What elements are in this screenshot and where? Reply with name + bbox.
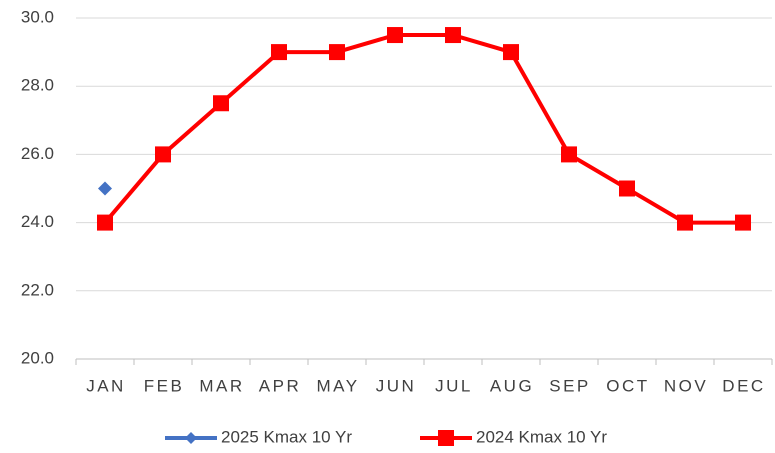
y-tick-label: 28.0 — [21, 76, 54, 95]
y-tick-label: 30.0 — [21, 7, 54, 26]
x-tick-label: NOV — [664, 376, 708, 395]
x-tick-label: SEP — [549, 376, 591, 395]
marker — [97, 214, 113, 231]
legend-label: 2025 Kmax 10 Yr — [221, 427, 352, 446]
legend-label: 2024 Kmax 10 Yr — [476, 427, 607, 446]
marker — [213, 95, 229, 112]
x-tick-label: MAR — [199, 376, 244, 395]
marker — [735, 214, 751, 231]
x-tick-label: OCT — [606, 376, 649, 395]
marker — [98, 181, 112, 196]
marker — [619, 180, 635, 197]
marker — [503, 44, 519, 61]
x-tick-label: DEC — [722, 376, 765, 395]
x-tick-label: JUL — [435, 376, 473, 395]
legend-marker — [185, 432, 197, 444]
series-line — [103, 33, 743, 225]
marker — [445, 27, 461, 44]
marker — [155, 146, 171, 163]
x-tick-label: MAY — [316, 376, 359, 395]
x-tick-label: JUN — [376, 376, 417, 395]
x-tick-label: AUG — [490, 376, 534, 395]
y-tick-label: 20.0 — [21, 348, 54, 367]
y-tick-label: 24.0 — [21, 212, 54, 231]
x-tick-label: FEB — [144, 376, 185, 395]
marker — [677, 214, 693, 231]
y-tick-label: 22.0 — [21, 280, 54, 299]
legend-marker — [438, 430, 454, 446]
marker — [271, 44, 287, 61]
marker — [561, 146, 577, 163]
marker — [387, 27, 403, 44]
x-tick-label: APR — [259, 376, 301, 395]
y-tick-label: 26.0 — [21, 144, 54, 163]
x-tick-label: JAN — [86, 376, 126, 395]
marker — [329, 44, 345, 61]
